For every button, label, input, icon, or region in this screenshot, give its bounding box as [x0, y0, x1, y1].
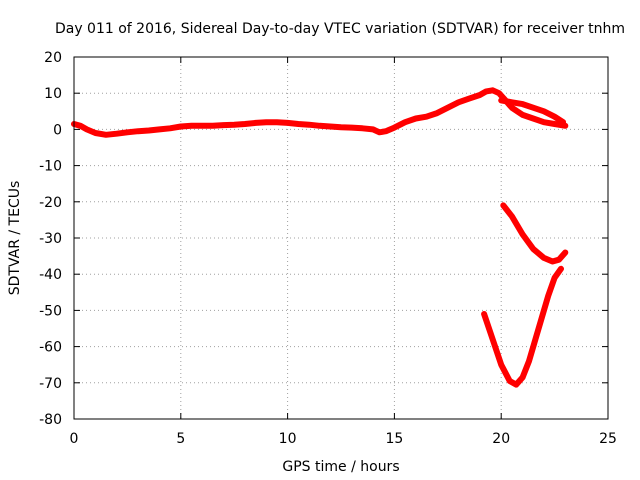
x-tick-label: 10: [279, 431, 297, 447]
x-tick-label: 25: [599, 431, 617, 447]
y-tick-label: -30: [39, 231, 62, 247]
y-axis-label: SDTVAR / TECUs: [7, 181, 23, 296]
y-tick-label: 0: [53, 122, 62, 138]
y-tick-label: 10: [44, 86, 62, 102]
y-tick-label: -70: [39, 376, 62, 392]
chart-title: Day 011 of 2016, Sidereal Day-to-day VTE…: [55, 21, 625, 37]
x-tick-labels: 0 5 10 15 20 25: [70, 431, 617, 447]
x-tick-label: 20: [492, 431, 510, 447]
series-layer: [71, 87, 569, 388]
x-tick-label: 0: [70, 431, 79, 447]
series-deep-dip: [481, 265, 564, 388]
series-main-trace: [71, 87, 569, 138]
x-tick-label: 5: [176, 431, 185, 447]
y-tick-labels: 20 10 0 -10 -20 -30 -40 -50 -60 -70 -80: [39, 50, 62, 428]
y-tick-label: 20: [44, 50, 62, 66]
y-tick-label: -10: [39, 159, 62, 175]
x-tick-label: 15: [385, 431, 403, 447]
y-tick-label: -50: [39, 303, 62, 319]
axis-ticks: [73, 56, 609, 420]
y-tick-label: -80: [39, 412, 62, 428]
y-tick-label: -20: [39, 195, 62, 211]
series-upper-branch: [498, 97, 567, 126]
y-tick-label: -60: [39, 340, 62, 356]
series-descending-arc: [500, 202, 569, 265]
y-tick-label: -40: [39, 267, 62, 283]
x-axis-label: GPS time / hours: [282, 459, 399, 475]
